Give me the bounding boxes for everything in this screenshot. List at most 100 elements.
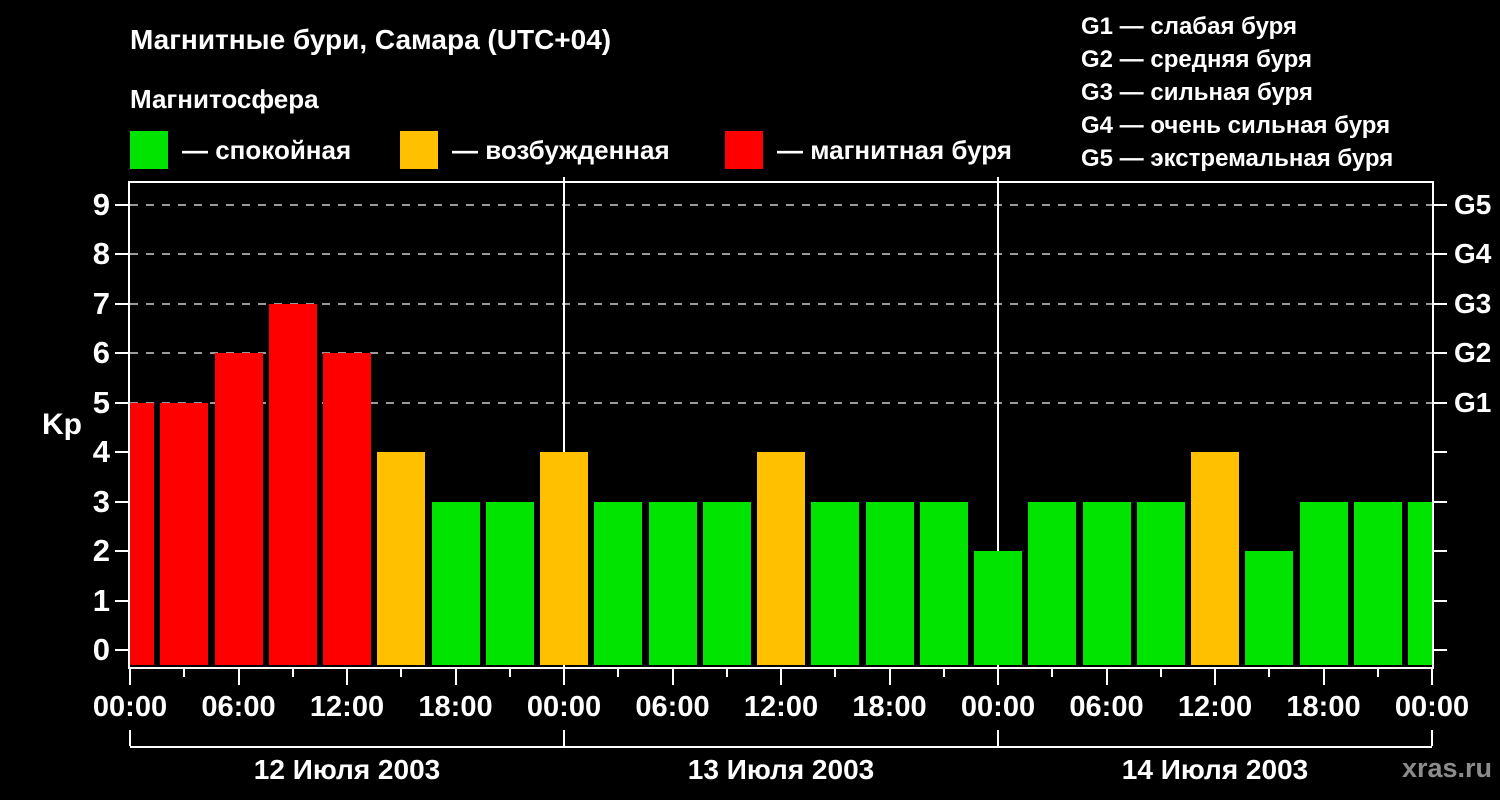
y-axis-tick — [115, 649, 128, 651]
x-tick-label: 06:00 — [201, 691, 276, 723]
y-tick-label: 0 — [92, 632, 110, 667]
x-axis-tick — [1105, 667, 1108, 685]
x-axis-tick — [400, 667, 403, 677]
x-axis-tick — [997, 667, 999, 685]
gridline — [130, 253, 1432, 255]
kp-bar — [540, 452, 588, 665]
kp-bar — [377, 452, 426, 665]
date-label: 14 Июля 2003 — [1121, 754, 1309, 785]
storm-scale-line-g4: G4 — очень сильная буря — [1081, 112, 1391, 139]
gridline — [130, 352, 1432, 354]
legend-label-quiet: — спокойная — [182, 134, 352, 165]
y-axis-tick — [115, 401, 128, 404]
storm-scale-legend: G1 — слабая буря G2 — средняя буря G3 — … — [1081, 10, 1393, 175]
y-tick-label: 9 — [92, 186, 110, 222]
kp-bar — [702, 501, 751, 665]
plot-frame — [128, 181, 1434, 669]
x-tick-label: 00:00 — [960, 691, 1036, 723]
kp-bar — [1191, 452, 1239, 665]
day-separator-line — [997, 177, 999, 667]
x-axis-tick — [563, 667, 565, 685]
y-axis-tick — [115, 500, 128, 503]
x-tick-label: 00:00 — [1394, 691, 1470, 723]
x-tick-label: 00:00 — [92, 691, 168, 723]
x-tick-label: 12:00 — [1177, 691, 1253, 723]
y-axis-tick — [1434, 500, 1447, 503]
kp-bar — [811, 501, 860, 665]
g-scale-label: G2 — [1454, 337, 1492, 368]
y-axis-tick — [1434, 550, 1447, 552]
g-scale-label: G4 — [1454, 238, 1492, 269]
y-axis-tick — [115, 203, 128, 206]
kp-bar — [1082, 501, 1131, 665]
y-axis-tick — [115, 550, 128, 552]
x-tick-label: 18:00 — [852, 691, 927, 723]
date-bracket-tick — [997, 730, 999, 746]
storm-scale-line-g1: G1 — слабая буря — [1081, 13, 1298, 40]
x-axis-tick — [725, 667, 728, 677]
x-axis-tick — [888, 667, 891, 685]
kp-bar — [1245, 551, 1294, 665]
x-axis-tick — [1431, 667, 1433, 685]
x-axis-tick — [617, 667, 620, 677]
kp-bar — [268, 303, 317, 665]
y-axis-tick — [115, 451, 128, 453]
y-tick-label: 1 — [92, 582, 110, 618]
x-axis-tick — [1268, 667, 1271, 677]
y-axis-tick — [115, 599, 128, 602]
x-tick-label: 12:00 — [743, 691, 819, 723]
kp-bar — [160, 402, 209, 665]
y-tick-label: 6 — [92, 335, 110, 370]
storm-scale-line-g2: G2 — средняя буря — [1081, 46, 1312, 73]
x-axis-tick — [1051, 667, 1054, 677]
y-axis-tick — [115, 352, 128, 354]
gridline — [130, 203, 1432, 206]
x-tick-label: 18:00 — [418, 691, 493, 723]
y-tick-label: 7 — [92, 285, 110, 321]
kp-bar — [214, 353, 263, 665]
y-axis-tick — [1434, 451, 1447, 453]
storm-scale-line-g3: G3 — сильная буря — [1081, 79, 1313, 106]
kp-bar — [648, 501, 697, 665]
kp-bar — [919, 501, 968, 665]
date-label: 12 Июля 2003 — [253, 754, 441, 785]
y-tick-label: 2 — [92, 533, 110, 568]
date-bracket-tick — [129, 730, 131, 746]
y-axis-tick — [1434, 203, 1447, 206]
x-tick-label: 06:00 — [635, 691, 710, 723]
kp-bar — [431, 501, 480, 665]
x-axis-tick — [1214, 667, 1216, 685]
x-axis-tick — [942, 667, 945, 677]
y-axis-tick — [115, 302, 128, 305]
gridline — [130, 401, 1432, 404]
x-axis-tick — [671, 667, 674, 685]
g-scale-label: G5 — [1454, 188, 1492, 220]
y-axis-tick — [1434, 649, 1447, 651]
watermark-xras: xras.ru — [1401, 753, 1492, 783]
y-axis-label-kp: Kp — [42, 408, 82, 441]
y-axis-tick — [1434, 253, 1447, 255]
y-tick-label: 8 — [92, 236, 110, 271]
legend-swatch-excited — [400, 131, 438, 169]
x-tick-label: 06:00 — [1069, 691, 1144, 723]
g-scale-label: G3 — [1454, 287, 1492, 319]
y-axis-tick — [115, 253, 128, 255]
kp-bar — [594, 501, 643, 665]
x-tick-label: 00:00 — [526, 691, 602, 723]
date-bracket — [130, 746, 1432, 748]
kp-bar — [485, 501, 534, 665]
x-axis-tick — [834, 667, 837, 677]
kp-bar — [130, 402, 154, 665]
y-axis-tick — [1434, 599, 1447, 602]
y-axis-tick — [1434, 302, 1447, 305]
g-scale-label: G1 — [1454, 386, 1492, 418]
x-tick-label: 18:00 — [1286, 691, 1361, 723]
x-axis-tick — [1159, 667, 1162, 677]
gridline — [130, 302, 1432, 305]
date-label: 13 Июля 2003 — [687, 754, 875, 785]
x-axis-tick — [291, 667, 294, 677]
y-tick-label: 5 — [92, 384, 110, 420]
x-axis-tick — [1322, 667, 1325, 685]
x-axis-tick — [129, 667, 131, 685]
chart-subtitle: Магнитосфера — [130, 84, 319, 114]
